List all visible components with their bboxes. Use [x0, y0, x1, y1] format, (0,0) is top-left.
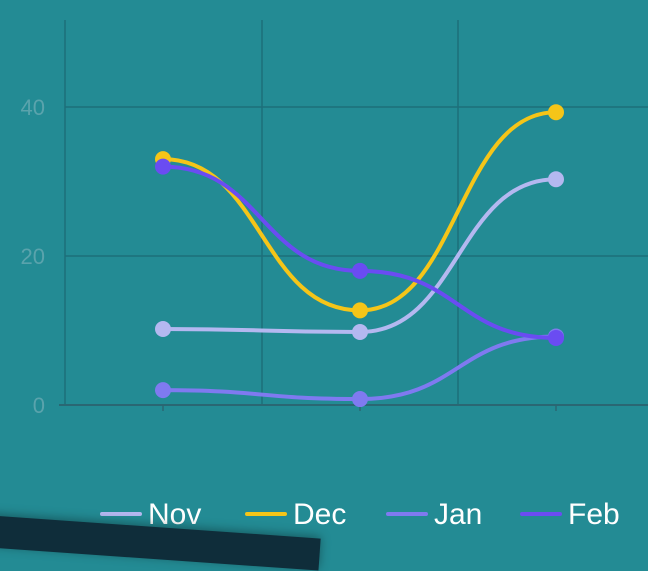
- legend-label: Dec: [293, 498, 346, 531]
- data-point-jan: [352, 391, 368, 408]
- series-lines: [155, 104, 564, 408]
- data-point-feb: [352, 262, 368, 279]
- series-jan: [155, 328, 564, 408]
- series-line-nov: [161, 177, 558, 334]
- data-point-nov: [155, 321, 171, 338]
- y-tick-labels: 0 20 40: [21, 95, 45, 418]
- series-nov: [155, 171, 564, 340]
- y-tick-label: 0: [33, 393, 45, 418]
- data-point-dec: [548, 104, 564, 121]
- legend: Nov Dec Jan Feb: [100, 498, 620, 531]
- y-tick-label: 40: [21, 95, 45, 120]
- legend-label: Feb: [568, 498, 620, 531]
- series-line-dec: [161, 110, 558, 313]
- legend-label: Nov: [148, 498, 201, 531]
- y-tick-label: 20: [21, 244, 45, 269]
- legend-item-feb: Feb: [520, 498, 620, 531]
- series-line-jan: [161, 334, 558, 402]
- data-point-feb: [155, 158, 171, 175]
- data-point-dec: [352, 302, 368, 319]
- legend-item-dec: Dec: [245, 498, 346, 531]
- line-chart: 0 20 40 Nov Dec Jan Feb: [21, 20, 648, 531]
- axes: [59, 404, 648, 411]
- data-point-nov: [548, 171, 564, 188]
- series-feb: [155, 158, 564, 346]
- grid: [64, 20, 648, 405]
- legend-label: Jan: [434, 498, 482, 531]
- data-point-jan: [155, 382, 171, 399]
- data-point-nov: [352, 323, 368, 340]
- legend-item-nov: Nov: [100, 498, 201, 531]
- series-dec: [155, 104, 564, 319]
- legend-item-jan: Jan: [386, 498, 482, 531]
- data-point-feb: [548, 329, 564, 346]
